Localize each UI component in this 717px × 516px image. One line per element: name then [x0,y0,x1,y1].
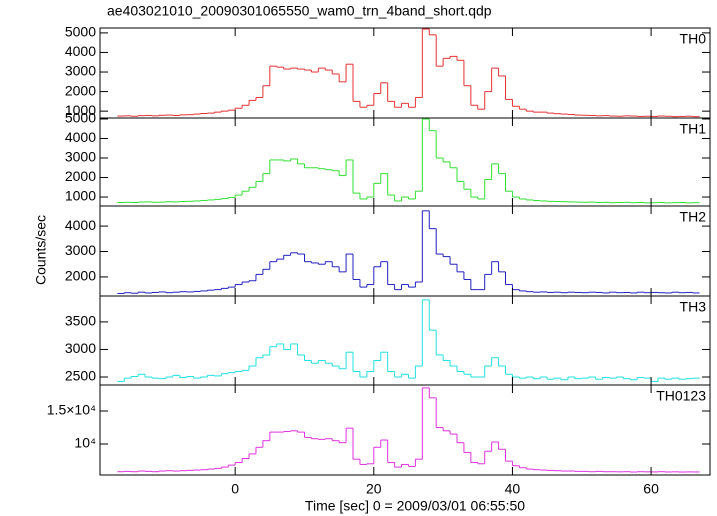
y-tick-label: 1000 [65,102,96,118]
x-tick-label: 0 [231,481,239,497]
panel-label: TH3 [680,299,707,315]
y-tick-label: 4000 [65,129,96,145]
panel-frame [99,205,711,297]
y-tick-label: 3500 [65,313,96,329]
x-tick-label: 40 [505,481,521,497]
y-tick-label: 4000 [65,43,96,59]
panel-label: TH0 [680,31,707,47]
y-tick-label: 4000 [65,217,96,233]
panel-frame [99,295,711,386]
y-tick-label: 3000 [65,63,96,79]
x-tick-label: 20 [366,481,382,497]
y-tick-label: 5000 [65,24,96,40]
y-tick-label: 3000 [65,242,96,258]
y-tick-label: 2000 [65,82,96,98]
y-tick-label: 1.5×10⁴ [47,402,96,418]
chart-title: ae403021010_20090301065550_wam0_trn_4ban… [107,3,492,19]
x-axis-label: Time [sec] 0 = 2009/03/01 06:55:50 [305,498,525,514]
panel-frame [99,27,711,119]
y-tick-label: 3000 [65,340,96,356]
panel-label: TH1 [680,121,707,137]
y-axis-label: Counts/sec [33,215,49,285]
y-tick-label: 5000 [65,110,96,126]
y-tick-label: 2000 [65,168,96,184]
panel-label: TH0123 [656,388,706,404]
y-tick-label: 3000 [65,149,96,165]
y-tick-label: 2500 [65,368,96,384]
x-tick-label: 60 [643,481,659,497]
y-tick-label: 2000 [65,268,96,284]
panel-frame [99,117,711,207]
y-tick-label: 10⁴ [74,435,96,451]
panel-frame [99,384,711,476]
panel-label: TH2 [680,209,707,225]
y-tick-label: 1000 [65,188,96,204]
